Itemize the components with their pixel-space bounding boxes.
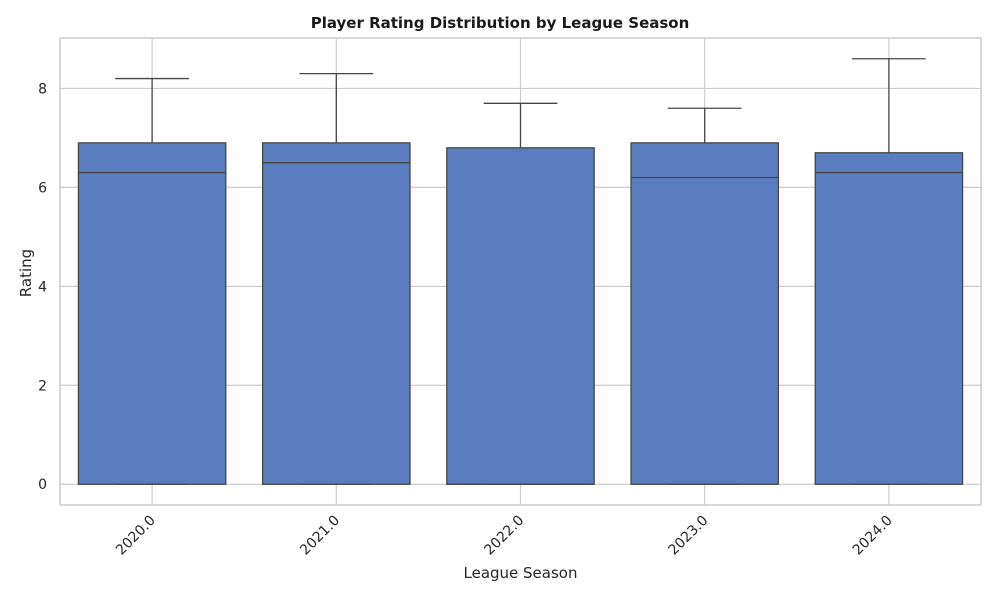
axes-spines <box>59 37 982 506</box>
x-tick-label: 2021.0 <box>297 513 343 559</box>
y-tick-label: 6 <box>38 180 47 196</box>
box-2024.0 <box>814 152 964 485</box>
box-2023.0 <box>630 142 780 485</box>
box-2020.0 <box>77 142 227 485</box>
y-tick-label: 0 <box>38 477 47 493</box>
chart-title: Player Rating Distribution by League Sea… <box>310 14 690 32</box>
x-tick-label: 2020.0 <box>113 513 159 559</box>
x-tick-label: 2022.0 <box>481 513 527 559</box>
y-axis-label: Rating <box>17 248 35 298</box>
x-tick-label: 2024.0 <box>850 513 896 559</box>
x-tick-label: 2023.0 <box>666 513 712 559</box>
box-layer <box>77 58 964 485</box>
box-2022.0 <box>446 147 595 485</box>
axes-frame <box>59 37 982 506</box>
y-tick-label: 4 <box>38 279 47 295</box>
y-tick-label: 2 <box>38 378 47 394</box>
x-axis-label: League Season <box>463 564 578 582</box>
box-2021.0 <box>261 142 411 485</box>
y-tick-label: 8 <box>38 81 47 97</box>
